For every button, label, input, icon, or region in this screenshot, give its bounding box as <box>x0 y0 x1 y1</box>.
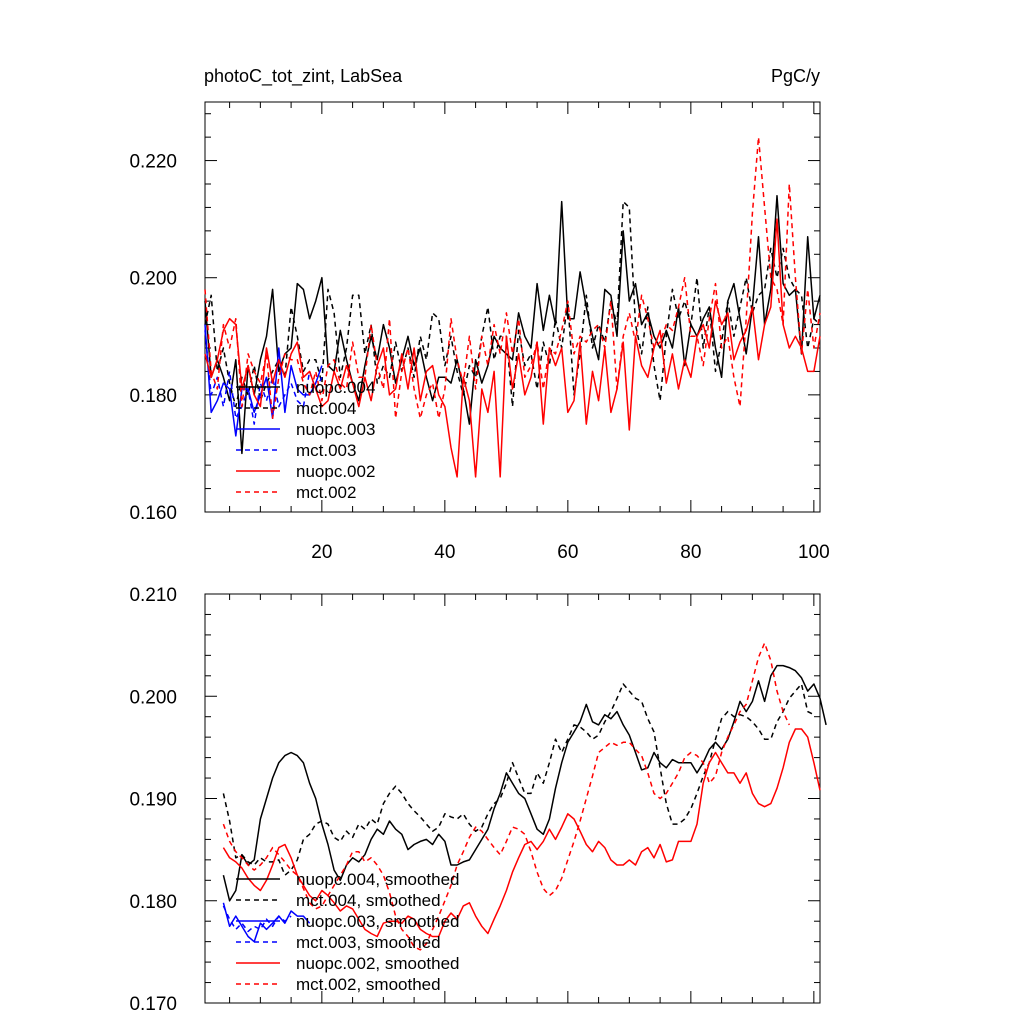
bottom-panel: 0.170 0.180 0.190 0.200 0.210 nuopc.004, smoo… <box>129 585 827 1015</box>
series-line-nuopc-004-smoothed <box>222 664 827 902</box>
series-line-mct-004-smoothed <box>222 683 815 876</box>
legend-label: nuopc.002, smoothed <box>296 954 460 973</box>
y-tick-label: 0.180 <box>129 892 177 913</box>
legend-label: mct.004, smoothed <box>296 891 441 910</box>
y-tick-label: 0.190 <box>129 790 177 811</box>
series-line-nuopc-003-smoothed <box>222 902 311 943</box>
series-line-mct-002 <box>204 136 821 420</box>
y-tick-label: 0.170 <box>129 994 177 1015</box>
series-line-mct-003 <box>204 330 323 425</box>
series-line-mct-004 <box>204 200 821 408</box>
legend-label: nuopc.003 <box>296 420 375 439</box>
series-line-mct-002-smoothed <box>222 642 790 951</box>
legend-label: nuopc.004, smoothed <box>296 870 460 889</box>
x-tick-label: 60 <box>557 542 578 563</box>
y-tick-label: 0.200 <box>129 269 177 290</box>
y-tick-label: 0.210 <box>129 585 177 606</box>
x-tick-label: 40 <box>434 542 455 563</box>
y-tick-label: 0.180 <box>129 386 177 407</box>
legend-label: mct.002, smoothed <box>296 975 441 994</box>
x-tick-label: 80 <box>680 542 701 563</box>
y-tick-label: 0.160 <box>129 503 177 524</box>
series-line-mct-003-smoothed <box>222 905 292 933</box>
x-tick-label: 100 <box>798 542 830 563</box>
chart-units: PgC/y <box>771 66 820 86</box>
y-tick-label: 0.200 <box>129 687 177 708</box>
top-panel: 0.160 0.180 0.200 0.220 20 40 60 80 100 nuopc.004… <box>129 101 830 563</box>
legend-label: mct.003, smoothed <box>296 933 441 952</box>
x-tick-label: 20 <box>311 542 332 563</box>
series-line-nuopc-004 <box>204 194 821 455</box>
legend-label: nuopc.002 <box>296 462 375 481</box>
legend-label: mct.004 <box>296 399 356 418</box>
legend-label: mct.002 <box>296 483 356 502</box>
chart-title: photoC_tot_zint, LabSea <box>204 66 403 87</box>
series-line-nuopc-003 <box>204 324 323 437</box>
legend-label: nuopc.004 <box>296 378 375 397</box>
series-line-nuopc-002-smoothed <box>222 728 821 938</box>
legend-label: nuopc.003, smoothed <box>296 912 460 931</box>
legend-label: mct.003 <box>296 441 356 460</box>
y-tick-label: 0.220 <box>129 152 177 173</box>
